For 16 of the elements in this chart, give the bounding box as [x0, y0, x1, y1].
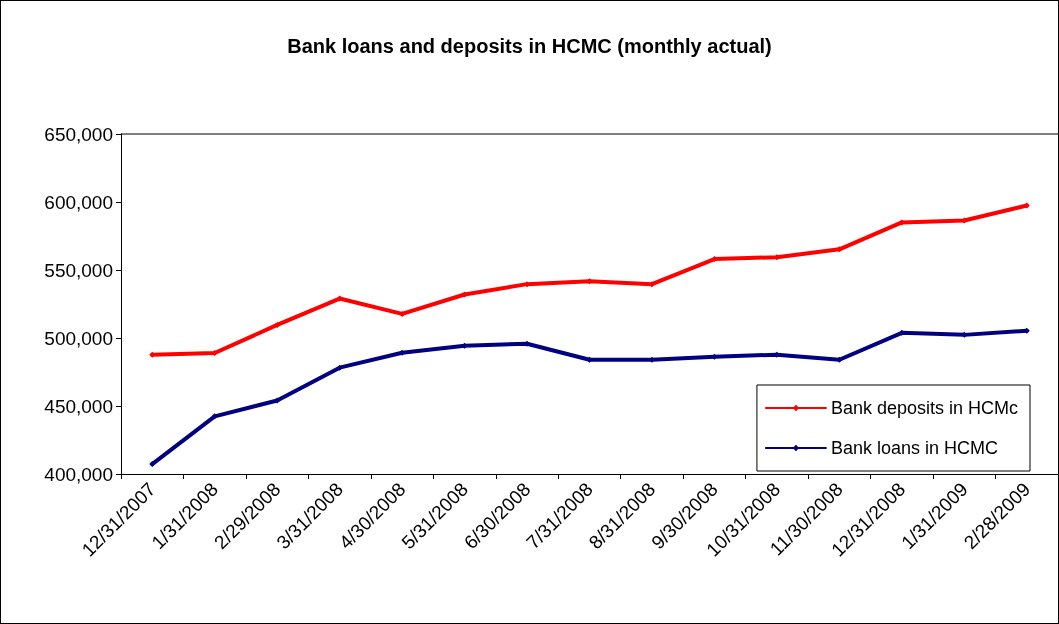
point — [336, 364, 343, 371]
legend-label: Bank deposits in HCMc — [830, 398, 1018, 418]
y-tick-label: 600,000 — [44, 191, 113, 213]
point — [274, 397, 281, 404]
y-tick-label: 450,000 — [44, 395, 113, 417]
y-tick-label: 550,000 — [44, 259, 113, 281]
point — [149, 461, 156, 468]
point — [211, 413, 218, 420]
y-tick-label: 400,000 — [44, 463, 113, 485]
y-tick-label: 650,000 — [44, 123, 113, 145]
point — [898, 219, 905, 226]
point — [836, 356, 843, 363]
point — [836, 246, 843, 253]
chart-title: Bank loans and deposits in HCMC (monthly actual) — [287, 35, 772, 57]
y-tick-label: 500,000 — [44, 327, 113, 349]
legend-label: Bank loans in HCMC — [830, 438, 998, 458]
